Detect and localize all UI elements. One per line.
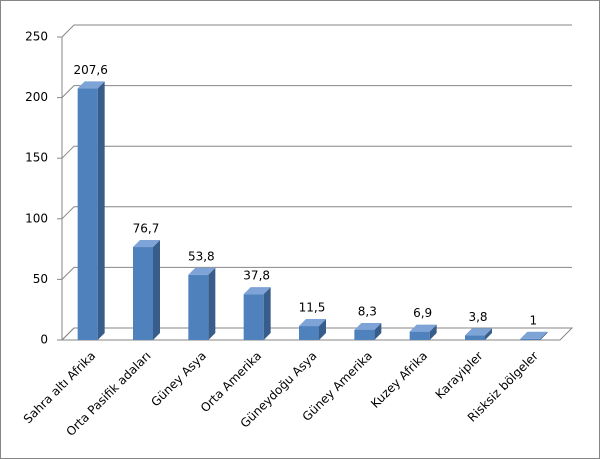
bar	[465, 335, 485, 340]
bar-top	[77, 81, 105, 89]
value-label: 8,3	[358, 304, 377, 318]
value-label: 6,9	[413, 306, 432, 320]
bar	[243, 294, 264, 340]
bar-top	[465, 328, 492, 336]
bar-side	[208, 267, 216, 340]
y-tick-label: 0	[40, 333, 48, 347]
bar-side	[540, 331, 548, 340]
bar	[77, 88, 98, 341]
y-tick-label: 100	[25, 211, 48, 225]
bar	[409, 331, 430, 340]
bar	[299, 326, 319, 340]
value-label: 37,8	[243, 269, 270, 283]
grid-line	[61, 85, 572, 98]
value-label: 1	[530, 313, 538, 327]
grid-line	[61, 24, 572, 38]
bar-top	[188, 267, 216, 275]
y-tick-label: 50	[33, 272, 48, 286]
bar-top	[243, 287, 271, 295]
y-tick-label: 250	[25, 30, 48, 44]
bar-side	[263, 287, 271, 340]
bar-top	[520, 331, 548, 339]
bar-side	[319, 319, 326, 340]
bar	[133, 247, 153, 340]
bar-top	[409, 324, 437, 332]
bar-side	[429, 324, 437, 340]
grid-line	[61, 206, 572, 220]
value-label: 53,8	[188, 249, 215, 263]
y-tick-label: 200	[25, 90, 48, 104]
bar	[354, 329, 375, 340]
grid-line	[61, 145, 572, 159]
bar-side	[485, 328, 492, 340]
value-label: 207,6	[73, 63, 107, 77]
value-label: 76,7	[133, 222, 160, 236]
value-label: 11,5	[299, 301, 326, 315]
bar-side	[153, 240, 160, 340]
bar-top	[299, 319, 326, 327]
bar-side	[97, 81, 105, 341]
y-tick-label: 150	[25, 151, 48, 165]
bar-side	[374, 322, 382, 340]
bar-top	[133, 240, 160, 248]
value-label: 3,8	[468, 310, 487, 324]
bar-top	[354, 322, 382, 330]
grid-line	[61, 266, 572, 280]
grid-line	[61, 327, 572, 341]
bar	[520, 338, 541, 340]
bar	[188, 274, 209, 340]
